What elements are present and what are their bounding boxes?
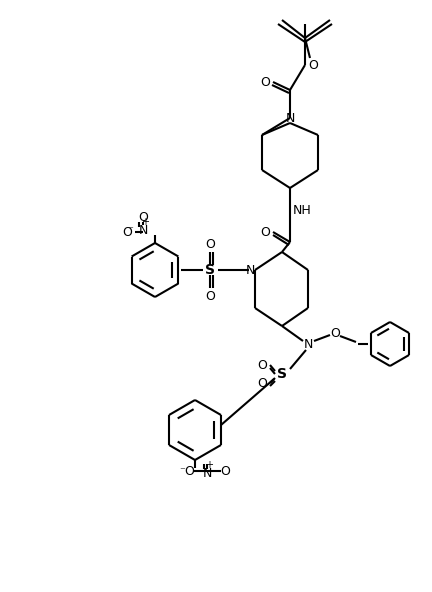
Text: N: N [138,224,148,236]
Text: O: O [220,465,230,478]
Text: S: S [277,367,287,381]
Text: +: + [205,460,213,470]
Text: +: + [141,217,149,227]
Text: N: N [202,466,212,480]
Text: O: O [122,226,132,239]
Text: O: O [138,211,148,224]
Text: O: O [257,377,267,390]
Text: O: O [205,237,215,250]
Text: O: O [260,76,270,88]
Text: O: O [308,59,318,72]
Text: N: N [303,337,313,350]
Text: ⁻: ⁻ [179,466,185,476]
Text: O: O [257,359,267,372]
Text: O: O [184,465,194,478]
Text: N: N [285,111,295,124]
Text: O: O [330,327,340,339]
Text: N: N [245,263,255,276]
Text: NH: NH [292,204,311,217]
Text: O: O [260,226,270,239]
Text: O: O [205,289,215,303]
Text: ⁻: ⁻ [127,225,133,235]
Text: S: S [205,263,215,277]
